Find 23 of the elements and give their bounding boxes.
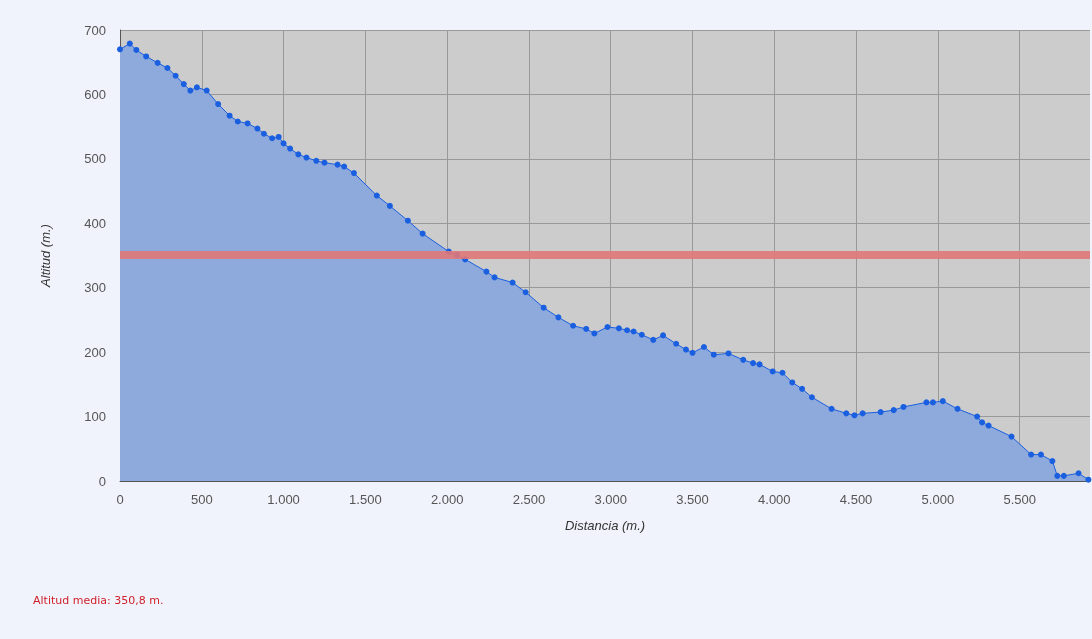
y-tick-label: 200 (84, 344, 106, 360)
x-tick-label: 4.000 (758, 492, 791, 507)
x-tick-label: 5.000 (921, 492, 955, 507)
x-tick-label: 3.500 (676, 492, 709, 507)
y-tick-label: 600 (84, 86, 106, 102)
y-tick-label: 0 (98, 473, 106, 489)
y-tick-label: 700 (84, 22, 106, 38)
y-tick-label: 400 (84, 215, 106, 231)
x-tick-label: 5.500 (1003, 492, 1036, 507)
x-tick-label: 2.000 (430, 492, 464, 507)
x-tick-label: 3.000 (594, 492, 627, 507)
x-tick-label: 4.500 (839, 492, 873, 507)
x-tick-label: 2.500 (512, 492, 546, 507)
x-axis-title: Distancia (m.) (564, 518, 646, 533)
y-tick-label: 100 (84, 409, 106, 425)
x-tick-label: 0 (116, 492, 124, 507)
text: Altitud media: 350,8 m. (33, 594, 164, 607)
y-tick-label: 500 (84, 151, 106, 167)
x-tick-label: 1.000 (267, 492, 300, 507)
x-tick-label: 500 (190, 492, 213, 507)
y-tick-label: 300 (84, 280, 106, 296)
x-tick-label: 1.500 (349, 492, 382, 507)
y-axis-title: Altitud (m.) (38, 224, 53, 288)
